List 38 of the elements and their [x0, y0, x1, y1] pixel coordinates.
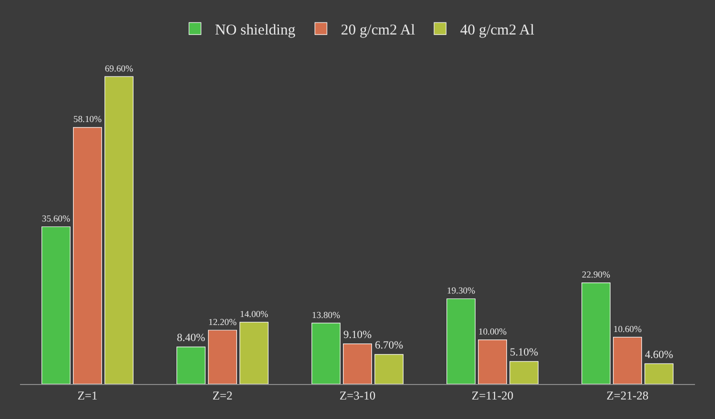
x-tick-label: Z=11-20 [472, 388, 514, 402]
bar [73, 127, 102, 384]
data-label: 35.60% [42, 213, 71, 224]
data-label: 10.00% [478, 326, 508, 337]
bar [104, 76, 134, 384]
bar [208, 330, 237, 384]
bar [644, 363, 674, 384]
data-label: 58.10% [73, 114, 102, 124]
bar [343, 344, 372, 384]
data-label: 12.20% [208, 316, 238, 327]
bar [582, 282, 610, 384]
data-label: 69.60% [104, 63, 134, 74]
bar [613, 336, 642, 384]
bar [176, 346, 206, 384]
bar [478, 340, 507, 384]
bar [510, 361, 538, 384]
legend-label: 40 g/cm2 Al [460, 22, 534, 38]
data-label: 9.10% [343, 329, 372, 342]
data-label: 13.80% [312, 310, 341, 320]
data-label: 4.60% [644, 348, 674, 361]
bar [312, 322, 340, 384]
data-label: 14.00% [240, 308, 269, 319]
bar [446, 298, 476, 384]
data-label: 5.10% [510, 346, 538, 359]
bar [374, 354, 404, 384]
data-label: 6.70% [374, 340, 404, 352]
data-label: 8.40% [176, 332, 206, 344]
x-tick-label: Z=3-10 [339, 388, 376, 402]
data-label: 22.90% [582, 270, 611, 280]
data-label: 19.30% [446, 285, 476, 296]
bar [42, 226, 70, 384]
legend-label: NO shielding [215, 22, 296, 38]
data-label: 10.60% [613, 324, 642, 334]
legend-label: 20 g/cm2 Al [340, 22, 416, 38]
x-tick-label: Z=1 [77, 388, 98, 402]
x-tick-label: Z=2 [212, 388, 233, 402]
bar [240, 322, 268, 384]
x-tick-label: Z=21-28 [606, 388, 649, 402]
